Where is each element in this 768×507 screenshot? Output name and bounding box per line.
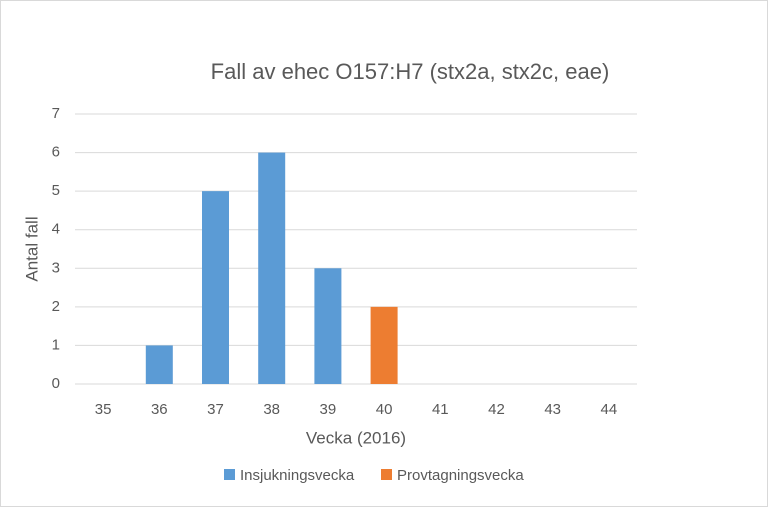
y-tick-label: 3: [52, 259, 60, 276]
bar: [202, 191, 229, 384]
legend-label: Insjukningsvecka: [240, 467, 355, 484]
chart-title: Fall av ehec O157:H7 (stx2a, stx2c, eae): [211, 59, 610, 84]
x-tick-label: 39: [320, 401, 337, 418]
legend-swatch: [381, 469, 392, 480]
x-tick-label: 42: [488, 401, 505, 418]
bar: [370, 306, 398, 384]
bar: [145, 345, 173, 384]
x-axis-label: Vecka (2016): [306, 428, 406, 447]
x-tick-label: 40: [376, 401, 393, 418]
y-tick-label: 2: [52, 298, 60, 315]
x-tick-label: 44: [601, 401, 618, 418]
y-tick-label: 7: [52, 105, 60, 122]
x-tick-label: 43: [544, 401, 561, 418]
y-tick-label: 0: [52, 375, 60, 392]
x-tick-label: 38: [263, 401, 280, 418]
bar: [314, 268, 342, 384]
legend-swatch: [224, 469, 235, 480]
x-tick-label: 35: [95, 401, 112, 418]
bar: [258, 152, 286, 384]
x-tick-label: 37: [207, 401, 224, 418]
y-tick-label: 6: [52, 144, 60, 161]
legend-label: Provtagningsvecka: [397, 467, 524, 484]
y-tick-label: 4: [52, 221, 60, 238]
x-tick-label: 36: [151, 401, 168, 418]
y-tick-label: 1: [52, 336, 60, 353]
y-tick-label: 5: [52, 182, 60, 199]
y-axis-label: Antal fall: [22, 216, 41, 281]
x-tick-label: 41: [432, 401, 449, 418]
